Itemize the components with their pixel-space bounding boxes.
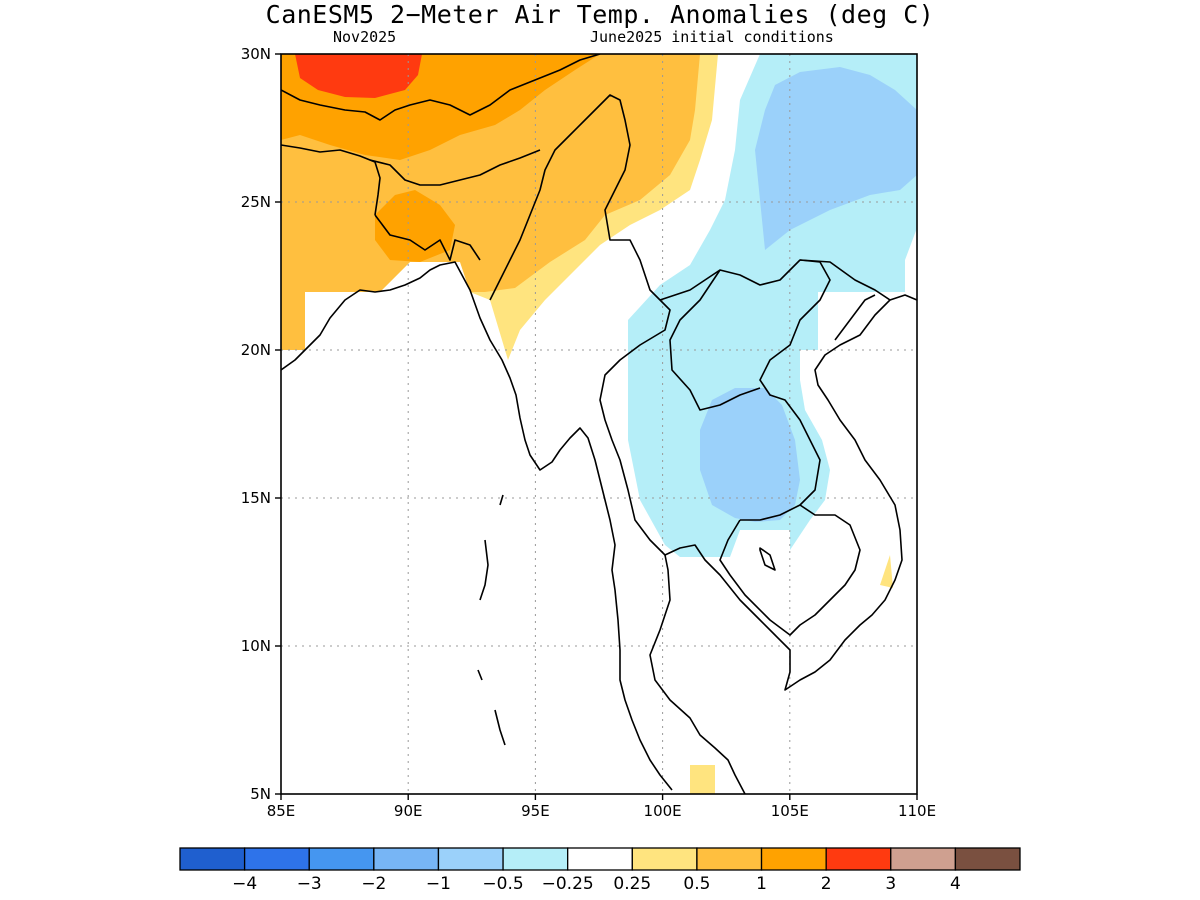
coastlines <box>281 54 917 794</box>
colorbar-swatch <box>567 847 633 871</box>
colorbar-swatch <box>437 847 504 871</box>
chart-title: CanESM5 2−Meter Air Temp. Anomalies (deg… <box>265 0 935 29</box>
colorbar-label: −3 <box>297 874 322 894</box>
colorbar-swatch <box>631 847 698 871</box>
y-axis: 5N 10N 15N 20N 25N 30N <box>241 45 281 803</box>
anomaly-region-neg-0-5-th <box>700 388 800 522</box>
y-tick-label: 15N <box>241 489 271 507</box>
y-tick-label: 20N <box>241 341 271 359</box>
y-tick-label: 10N <box>241 637 271 655</box>
forecast-month: Nov2025 <box>333 28 397 46</box>
x-axis: 85E 90E 95E 100E 105E 110E <box>267 794 936 820</box>
anomaly-region-malay <box>690 765 715 794</box>
y-tick-label: 25N <box>241 193 271 211</box>
colorbar-swatch <box>890 847 957 871</box>
colorbar-label: 2 <box>821 874 832 894</box>
colorbar-label: 3 <box>885 874 896 894</box>
colorbar-label: −1 <box>426 874 451 894</box>
map-frame <box>280 53 918 795</box>
colorbar-swatch <box>243 847 310 871</box>
x-tick-label: 95E <box>521 802 550 820</box>
x-tick-label: 105E <box>771 802 809 820</box>
colorbar-label: −0.5 <box>482 874 523 894</box>
y-tick-label: 30N <box>241 45 271 63</box>
colorbar: −4 −3 −2 −1 −0.5 −0.25 0.25 0.5 1 2 3 4 <box>179 847 1021 894</box>
initial-conditions: June2025 initial conditions <box>590 28 834 46</box>
x-tick-label: 90E <box>394 802 423 820</box>
colorbar-swatch <box>179 847 246 871</box>
colorbar-swatch <box>760 847 827 871</box>
anomaly-region-2-3 <box>295 54 422 98</box>
anomaly-region-neg-0-5-ne <box>755 67 917 250</box>
colorbar-swatch <box>696 847 763 871</box>
colorbar-swatch <box>825 847 892 871</box>
colorbar-label: 0.25 <box>613 874 651 894</box>
colorbar-label: 4 <box>950 874 961 894</box>
colorbar-swatch <box>373 847 440 871</box>
colorbar-swatch <box>308 847 375 871</box>
y-tick-label: 5N <box>250 785 271 803</box>
anomaly-region-vn-coast <box>880 555 893 588</box>
x-tick-label: 85E <box>267 802 296 820</box>
colorbar-label: 1 <box>756 874 767 894</box>
colorbar-label: −2 <box>361 874 386 894</box>
colorbar-swatch <box>954 847 1021 871</box>
colorbar-label: −4 <box>232 874 257 894</box>
colorbar-label: 0.5 <box>683 874 710 894</box>
x-tick-label: 110E <box>898 802 936 820</box>
anomaly-shading <box>281 54 917 794</box>
colorbar-swatch <box>502 847 569 871</box>
colorbar-label: −0.25 <box>542 874 594 894</box>
x-tick-label: 100E <box>644 802 682 820</box>
